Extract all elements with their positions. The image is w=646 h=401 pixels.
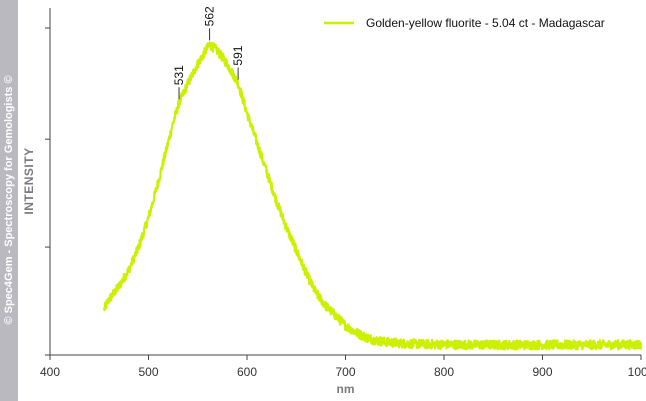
peak-label-591: 591 [231, 45, 245, 65]
x-tick-label-700: 700 [335, 365, 355, 379]
x-tick-label-900: 900 [532, 365, 552, 379]
series-line-0 [103, 41, 643, 351]
legend-label-0: Golden-yellow fluorite - 5.04 ct - Madag… [366, 16, 605, 30]
legend: Golden-yellow fluorite - 5.04 ct - Madag… [324, 16, 605, 30]
x-tick-label-400: 400 [40, 365, 60, 379]
peak-annotation-layer: 531 562 591 [172, 6, 245, 100]
x-tick-label-500: 500 [138, 365, 158, 379]
series-layer [103, 41, 643, 351]
x-axis-label: nm [337, 382, 355, 396]
axes-layer: 400 500 600 700 800 900 1000 nm [40, 8, 646, 396]
x-tick-label-1000: 1000 [628, 365, 646, 379]
peak-label-531: 531 [172, 65, 186, 85]
x-tick-label-600: 600 [237, 365, 257, 379]
peak-label-562: 562 [203, 6, 217, 26]
x-tick-label-800: 800 [434, 365, 454, 379]
copyright-side-banner: © Spec4Gem - Spectroscopy for Gemologist… [0, 0, 18, 401]
